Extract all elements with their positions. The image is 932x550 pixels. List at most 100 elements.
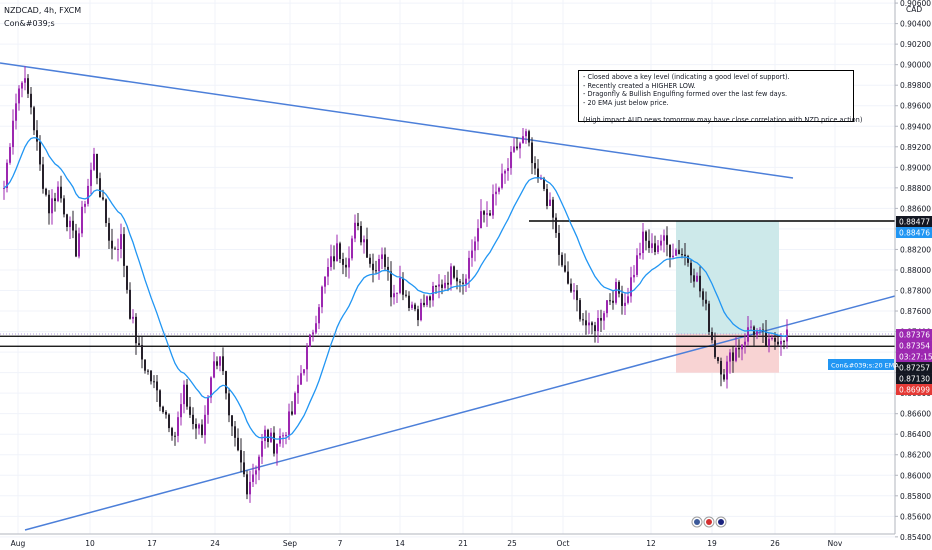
flag-nz-icon[interactable] [715,516,727,528]
candle-body [42,164,44,189]
candle [54,192,56,212]
candle [501,163,503,190]
trendlines [0,62,896,531]
candle-body [153,381,155,383]
candle [96,153,98,185]
candle-body [177,417,179,436]
candle-body [216,361,218,366]
candle-body [39,141,41,165]
candle-body [285,434,287,436]
candle-body [540,178,542,180]
candle [354,214,356,243]
candle-body [678,249,680,255]
candle [255,465,257,485]
price-tick-label: 0.90200 [900,40,931,49]
candle [168,413,170,433]
time-tick-label: 26 [770,539,780,548]
candle-body [321,286,323,308]
candle [123,227,125,278]
candle [687,254,689,267]
candle [513,138,515,154]
candle-body [294,393,296,415]
economic-events[interactable] [691,516,727,528]
candle-body [189,406,191,415]
candle-body [96,153,98,179]
candle-body [612,300,614,303]
candle [333,245,335,270]
candle [216,356,218,370]
candle-body [54,198,56,202]
candle-body [51,198,53,214]
candle [246,470,248,500]
candle [195,418,197,440]
candle [273,426,275,457]
candle [171,426,173,441]
candle [69,216,71,240]
candle-body [393,293,395,298]
note-line: - Dragonfly & Bullish Engulfing formed o… [583,90,788,99]
candle [585,310,587,335]
candle-body [651,243,653,248]
candle [279,428,281,447]
price-tick-label: 0.85600 [900,512,931,521]
flag-ca-icon[interactable] [703,516,715,528]
candle [525,128,527,144]
candle-body [693,275,695,282]
ema-line [3,137,788,440]
candle [60,175,62,203]
candle-body [771,337,773,339]
candle-body [756,330,758,335]
time-tick-label: 14 [395,539,405,548]
candle-body [261,441,263,457]
candle-body [366,239,368,258]
candle-body [132,316,134,319]
candle-body [621,293,623,306]
candle [132,309,134,324]
candle-body [27,78,29,94]
price-tag-label: 0.87354 [899,342,930,351]
candle-body [120,234,122,250]
candle [405,290,407,298]
price-tag: 0.88476 [896,227,932,239]
candle-body [372,263,374,271]
price-tag-label: 0.87376 [899,331,930,340]
candle-body [102,197,104,200]
candle [225,370,227,400]
candle-body [48,194,50,214]
time-tick-label: Oct [557,539,570,548]
candle-body [579,300,581,320]
candle [339,241,341,263]
candle [582,313,584,326]
candle [555,213,557,238]
candle [657,239,659,255]
candle [417,305,419,327]
candle [147,369,149,375]
price-tick-label: 0.85400 [900,533,931,542]
candle-body [141,344,143,360]
candle [561,252,563,268]
ema-legend-bg [828,359,894,370]
candle [576,284,578,312]
flag-us-icon[interactable] [691,516,703,528]
candle [621,285,623,315]
price-tag-bg [896,351,932,363]
candle [108,217,110,249]
candle-body [555,217,557,233]
candle [579,298,581,322]
candle-body [528,131,530,143]
candle-body [360,225,362,243]
candle [612,290,614,310]
candle-body [633,274,635,278]
candle-body [267,429,269,442]
candle-body [582,319,584,321]
candle [228,387,230,423]
price-tag-bg [896,329,932,341]
price-tick-label: 0.89400 [900,122,931,131]
candle [393,284,395,305]
candle-body [738,347,740,350]
candle [420,298,422,322]
candle-body [618,282,620,294]
candle-body [435,285,437,287]
candle-body [147,370,149,372]
